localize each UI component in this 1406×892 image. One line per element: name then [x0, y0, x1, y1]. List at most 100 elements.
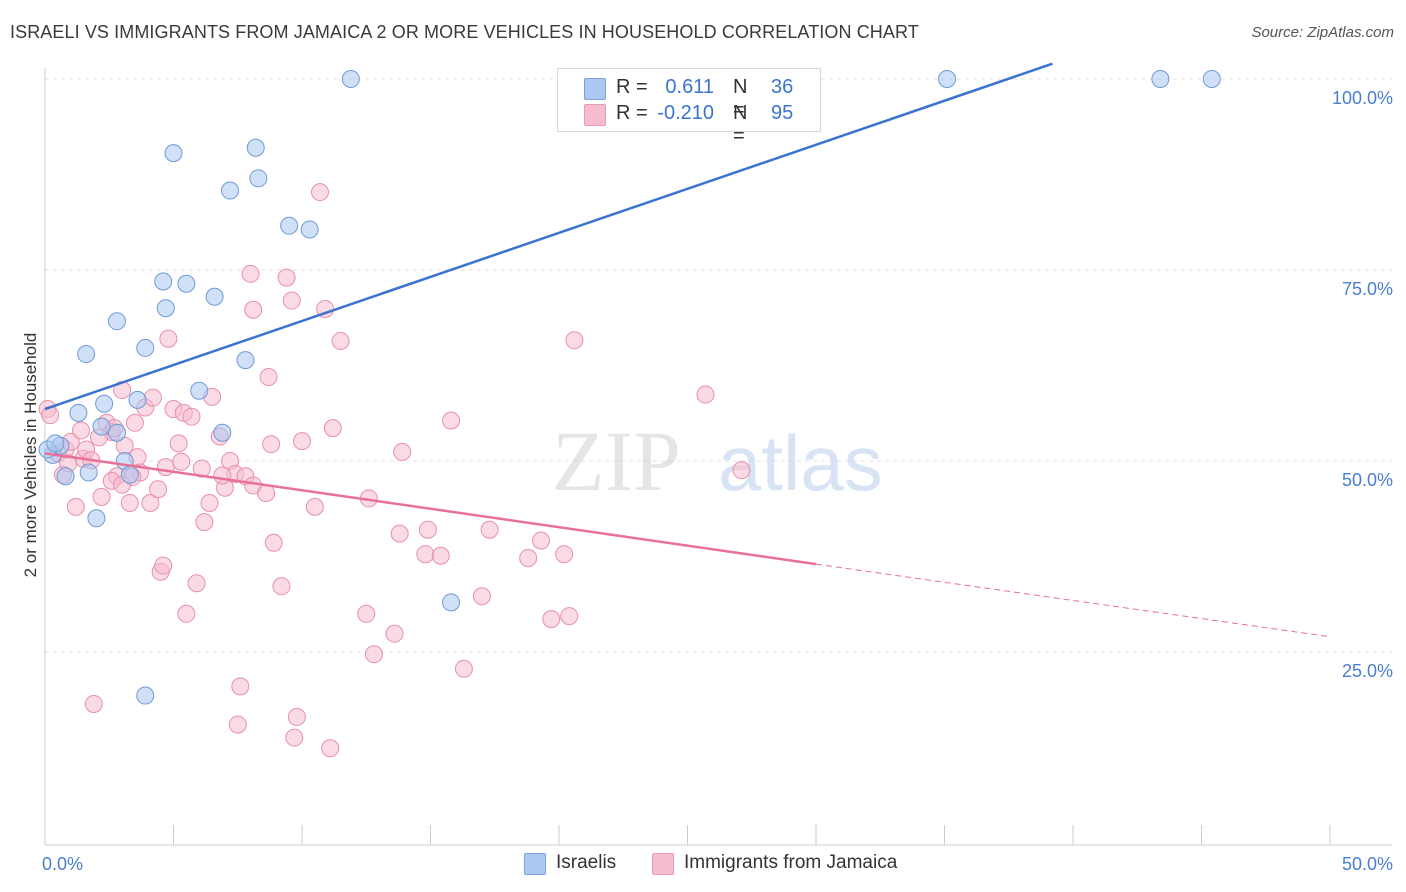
point-jamaica: [293, 432, 311, 451]
point-jamaica: [416, 545, 435, 564]
legend-n-value: 95: [771, 102, 794, 124]
legend-n-label: N =: [733, 102, 748, 147]
point-jamaica: [364, 645, 383, 664]
point-jamaica: [187, 574, 206, 593]
point-jamaica: [228, 715, 247, 734]
point-israelis: [205, 287, 224, 306]
y-axis-label: 2 or more Vehicles in Household: [21, 333, 40, 578]
point-jamaica: [431, 546, 450, 565]
point-jamaica: [231, 677, 250, 696]
point-jamaica: [390, 524, 409, 543]
point-israelis: [136, 338, 155, 357]
legend-swatch-israelis: [584, 78, 606, 100]
trend-line-jamaica: [44, 452, 817, 566]
point-jamaica: [143, 388, 162, 407]
y-tick-label: 100.0%: [1332, 88, 1393, 108]
point-israelis: [442, 593, 461, 612]
series-israelis-points: [38, 70, 1221, 705]
point-jamaica: [480, 520, 499, 539]
point-jamaica: [310, 183, 329, 202]
stats-legend: R = 0.611 N = 36 R = -0.210 N = 95: [557, 68, 821, 147]
legend-label-jamaica: Immigrants from Jamaica: [684, 852, 898, 873]
point-jamaica: [357, 604, 376, 623]
legend-r-label: R =: [616, 102, 648, 124]
point-israelis: [69, 403, 88, 422]
point-israelis: [280, 216, 299, 235]
trend-line-israelis: [44, 62, 1053, 411]
point-jamaica: [331, 332, 350, 351]
point-israelis: [79, 463, 98, 482]
point-israelis: [164, 144, 183, 163]
point-israelis: [1202, 70, 1221, 88]
point-israelis: [46, 434, 65, 453]
point-jamaica: [159, 329, 178, 348]
legend-swatch-jamaica: [584, 104, 606, 126]
point-jamaica: [177, 604, 196, 623]
x-tick-label: 50.0%: [1342, 854, 1393, 874]
point-israelis: [249, 169, 268, 188]
point-jamaica: [282, 291, 301, 310]
point-jamaica: [442, 411, 461, 430]
y-tick-label: 25.0%: [1342, 661, 1393, 681]
point-israelis: [246, 138, 265, 157]
point-jamaica: [154, 556, 173, 575]
point-jamaica: [241, 264, 260, 283]
point-jamaica: [244, 300, 263, 319]
legend-n-value: 36: [771, 76, 794, 98]
point-israelis: [236, 351, 255, 370]
legend-r-value: 0.611: [665, 76, 714, 98]
point-israelis: [190, 381, 209, 400]
point-jamaica: [418, 520, 437, 539]
point-jamaica: [285, 728, 304, 747]
watermark-zip: ZIP: [552, 413, 681, 509]
legend-label-israelis: Israelis: [556, 852, 617, 873]
point-jamaica: [71, 421, 90, 440]
point-jamaica: [696, 385, 715, 404]
legend-swatch-jamaica: [652, 853, 674, 875]
point-jamaica: [213, 466, 232, 485]
legend-r-value: -0.210: [657, 102, 714, 124]
tick-labels: 25.0% 50.0% 75.0% 100.0% 0.0% 50.0%: [42, 88, 1393, 874]
point-jamaica: [472, 587, 491, 606]
point-jamaica: [385, 624, 404, 643]
point-israelis: [128, 390, 147, 409]
point-jamaica: [454, 659, 473, 678]
point-israelis: [177, 274, 196, 293]
point-jamaica: [92, 487, 111, 506]
point-jamaica: [200, 494, 219, 513]
point-jamaica: [277, 268, 296, 287]
point-jamaica: [120, 494, 139, 513]
x-tick-label: 0.0%: [42, 854, 83, 874]
point-jamaica: [532, 531, 551, 550]
point-jamaica: [732, 461, 751, 480]
point-jamaica: [259, 367, 278, 386]
point-israelis: [107, 312, 126, 331]
point-israelis: [154, 272, 173, 291]
watermark: ZIP atlas: [552, 413, 883, 509]
point-jamaica: [323, 419, 342, 438]
point-israelis: [156, 299, 175, 318]
point-jamaica: [262, 435, 281, 454]
point-israelis: [1151, 70, 1170, 88]
point-jamaica: [565, 331, 584, 350]
source-label: Source: ZipAtlas.com: [1251, 24, 1394, 41]
point-jamaica: [305, 497, 324, 516]
point-israelis: [221, 181, 240, 200]
point-jamaica: [287, 707, 306, 726]
point-jamaica: [66, 497, 85, 516]
point-jamaica: [519, 549, 538, 568]
point-israelis: [95, 394, 114, 413]
y-tick-label: 50.0%: [1342, 470, 1393, 490]
point-jamaica: [182, 407, 201, 426]
point-israelis: [92, 417, 111, 436]
point-israelis: [107, 423, 126, 442]
point-jamaica: [156, 458, 175, 477]
point-israelis: [120, 465, 139, 484]
point-israelis: [938, 70, 957, 88]
point-jamaica: [141, 494, 160, 513]
point-jamaica: [84, 694, 103, 713]
point-jamaica: [393, 442, 412, 461]
point-jamaica: [125, 413, 144, 432]
point-israelis: [77, 345, 96, 364]
